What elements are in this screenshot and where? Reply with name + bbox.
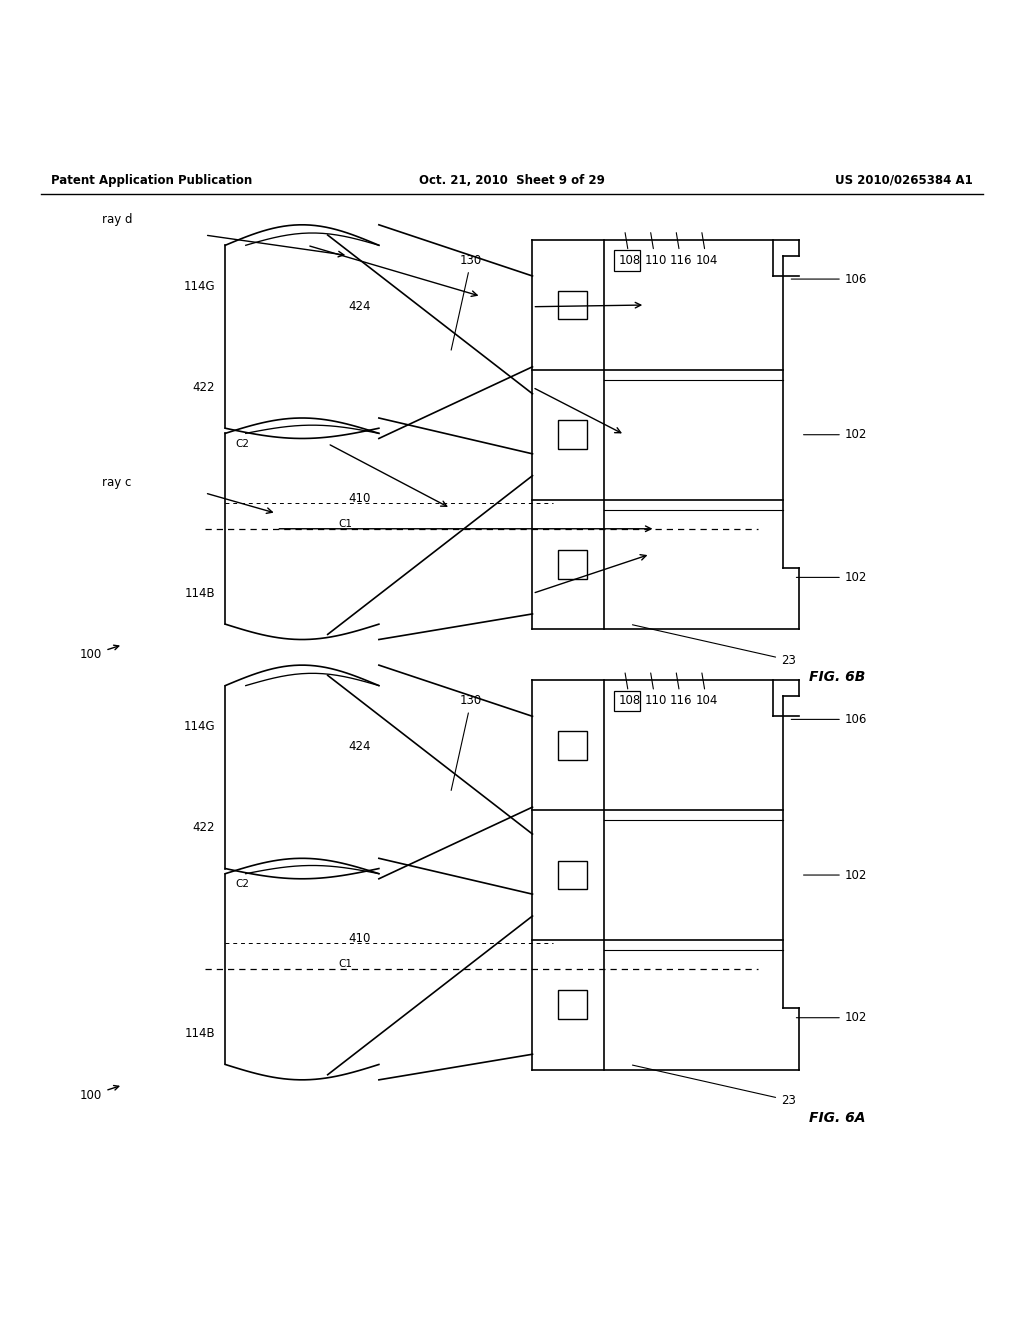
Text: ray d: ray d: [102, 213, 133, 226]
Text: 424: 424: [348, 300, 371, 313]
Text: 102: 102: [804, 869, 867, 882]
Text: 106: 106: [792, 272, 867, 285]
Text: 114G: 114G: [183, 721, 215, 733]
Text: 424: 424: [348, 739, 371, 752]
Text: 114B: 114B: [184, 1027, 215, 1040]
Text: 116: 116: [670, 673, 692, 708]
Text: 108: 108: [618, 673, 641, 708]
Text: 100: 100: [80, 645, 119, 661]
Bar: [614, 690, 640, 711]
Text: 422: 422: [193, 380, 215, 393]
Bar: [558, 420, 587, 449]
Text: 104: 104: [695, 232, 718, 267]
Text: Patent Application Publication: Patent Application Publication: [51, 174, 253, 186]
Text: 104: 104: [695, 673, 718, 708]
Text: Oct. 21, 2010  Sheet 9 of 29: Oct. 21, 2010 Sheet 9 of 29: [419, 174, 605, 186]
Bar: [614, 251, 640, 271]
Text: 106: 106: [792, 713, 867, 726]
Text: 114G: 114G: [183, 280, 215, 293]
Text: FIG. 6A: FIG. 6A: [809, 1110, 865, 1125]
Text: 410: 410: [348, 491, 371, 504]
Text: 102: 102: [797, 570, 867, 583]
Text: US 2010/0265384 A1: US 2010/0265384 A1: [835, 174, 973, 186]
Text: C2: C2: [236, 879, 250, 888]
Bar: [558, 861, 587, 890]
Text: C1: C1: [338, 958, 352, 969]
Text: 116: 116: [670, 232, 692, 267]
Text: 114B: 114B: [184, 587, 215, 599]
Text: FIG. 6B: FIG. 6B: [809, 671, 865, 684]
Text: 23: 23: [633, 624, 796, 667]
Text: C1: C1: [338, 519, 352, 528]
Bar: [558, 731, 587, 760]
Bar: [558, 990, 587, 1019]
Text: 130: 130: [452, 255, 482, 350]
Text: C2: C2: [236, 438, 250, 449]
Text: 110: 110: [644, 232, 667, 267]
Text: 410: 410: [348, 932, 371, 945]
Text: 422: 422: [193, 821, 215, 834]
Text: 110: 110: [644, 673, 667, 708]
Text: 23: 23: [633, 1065, 796, 1106]
Bar: [558, 550, 587, 578]
Text: 130: 130: [452, 694, 482, 791]
Text: 102: 102: [804, 428, 867, 441]
Text: ray c: ray c: [102, 477, 132, 490]
Text: 108: 108: [618, 232, 641, 267]
Text: 102: 102: [797, 1011, 867, 1024]
Bar: [558, 290, 587, 319]
Text: 100: 100: [80, 1085, 119, 1102]
